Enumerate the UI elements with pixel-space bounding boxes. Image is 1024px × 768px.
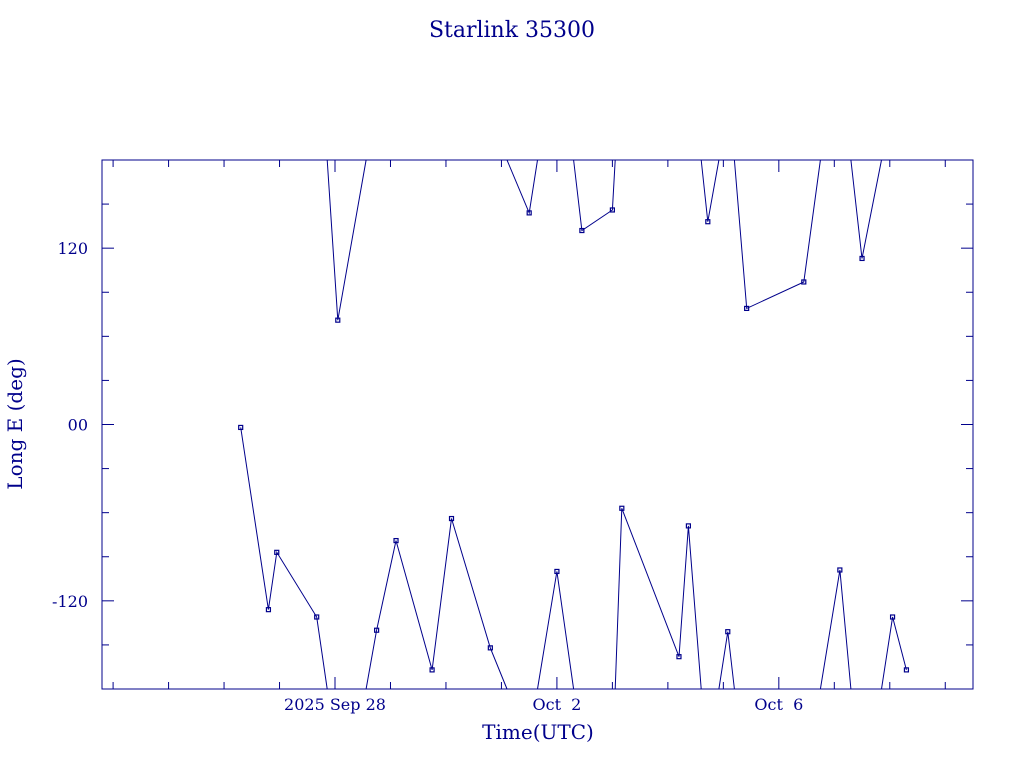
data-point-marker [314,614,320,620]
data-point-marker [374,627,380,633]
data-point-marker [619,505,625,511]
series-line-segment [240,427,328,690]
data-point-marker [554,568,560,575]
data-point-marker [429,667,435,673]
y-axis-ticks: 120 00 -120 [52,159,973,690]
series-line-segment [614,508,702,690]
data-point-marker [238,424,244,431]
chart-title: Starlink 35300 [429,18,595,43]
y-tick-label: 120 [57,239,88,258]
series-line-segment [733,159,821,310]
series-line-segment [326,159,367,321]
data-point-marker [265,607,272,613]
y-tick-label: -120 [52,592,88,611]
x-tick-label: Oct 2 [532,695,581,714]
series-line-segment [573,159,616,232]
data-point-marker [609,207,615,213]
data-point-marker [274,549,280,555]
data-point-marker [889,614,896,620]
series-line-segment [365,518,508,690]
data-point-marker [705,219,711,225]
series-line-segment [506,159,538,215]
y-tick-label: 00 [68,416,88,435]
data-point-marker [579,227,585,234]
data-point-marker [685,523,691,529]
data-point-marker [744,305,750,312]
data-point-marker [393,537,399,544]
series-line-segment [850,159,882,259]
data-point-marker [526,210,532,216]
series-line-segment [881,616,907,690]
x-axis-ticks: 2025 Sep 28 Oct 2 Oct 6 [112,160,946,714]
series-longitude [238,159,910,690]
series-line-segment [718,631,735,690]
data-point-marker [903,667,910,673]
x-axis-label: Time(UTC) [482,720,594,744]
x-tick-label: Oct 6 [754,695,803,714]
data-point-marker [801,279,807,285]
data-point-marker [487,645,493,651]
plot-frame [101,159,974,690]
data-point-marker [335,317,341,323]
data-point-marker [725,629,731,635]
data-point-marker [676,654,682,660]
data-point-marker [448,515,455,522]
series-line-segment [819,569,852,690]
data-point-marker [837,567,843,573]
series-line-segment [700,159,720,222]
y-axis-label: Long E (deg) [3,358,27,489]
x-tick-label: 2025 Sep 28 [284,695,386,714]
series-line-segment [537,571,575,690]
data-point-marker [859,255,865,262]
